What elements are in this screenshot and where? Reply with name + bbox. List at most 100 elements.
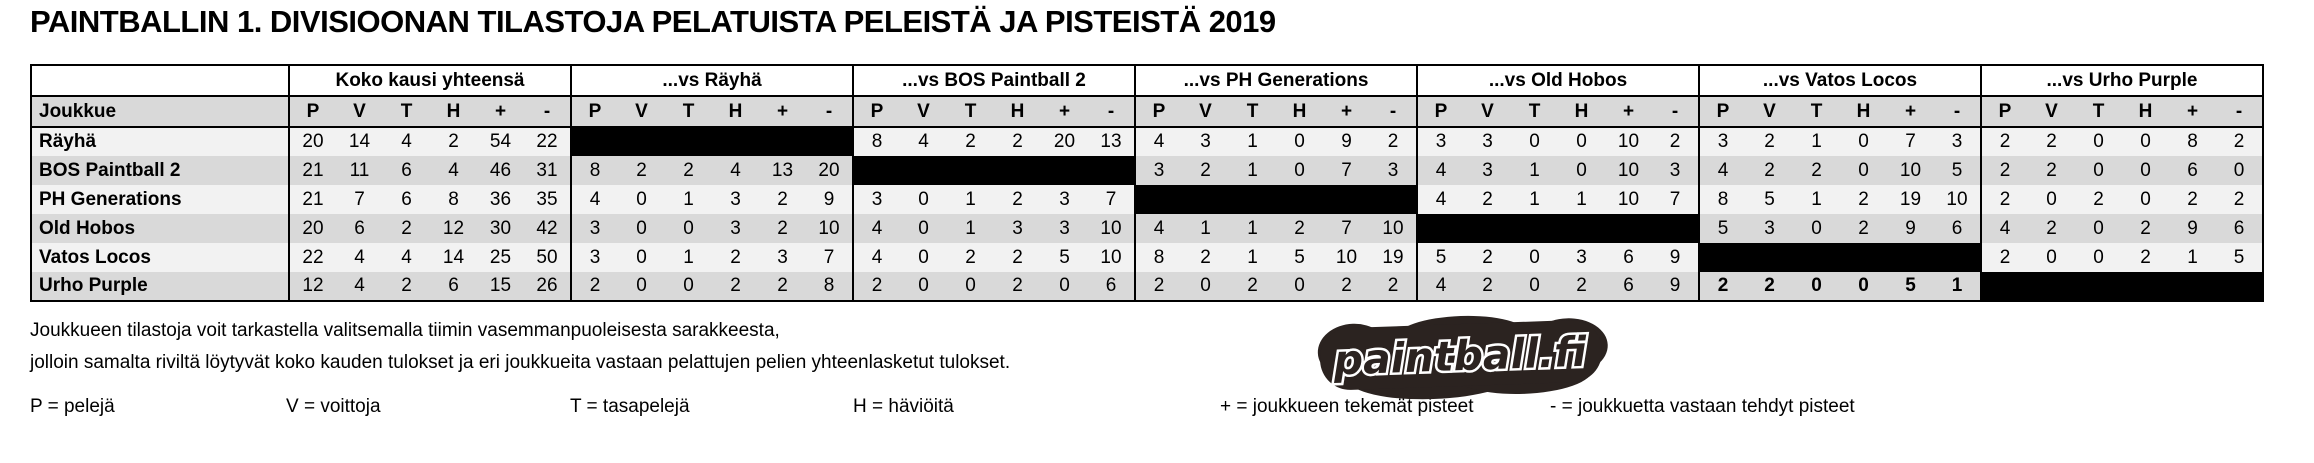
- stat-value-cell: 5: [1887, 272, 1934, 301]
- stat-value-cell: 14: [430, 243, 477, 272]
- stat-value-cell: 4: [383, 243, 430, 272]
- stat-value-cell: 2: [1134, 272, 1182, 301]
- stat-value-cell: 4: [430, 156, 477, 185]
- stat-value-cell: 2: [994, 127, 1041, 156]
- stat-value-cell: 2: [1229, 272, 1276, 301]
- stat-value-cell: 2: [712, 243, 759, 272]
- stat-value-cell: 2: [2122, 214, 2169, 243]
- stat-col-header: -: [1088, 96, 1135, 128]
- stat-value-cell: 9: [806, 185, 853, 214]
- self-match-cell: [570, 127, 853, 156]
- stat-value-cell: 0: [1840, 156, 1887, 185]
- stat-value-cell: 25: [477, 243, 524, 272]
- team-name-cell[interactable]: PH Generations: [31, 185, 289, 214]
- stat-value-cell: 20: [288, 214, 336, 243]
- stat-col-header: T: [383, 96, 430, 128]
- stat-value-cell: 2: [570, 272, 618, 301]
- table-row: Old Hobos 20 6 2 12 30 42 3 0 0 3 2 10 4 0 1 3 3 10 4 1 1 2 7 10…: [31, 214, 2263, 243]
- stat-value-cell: 2: [994, 272, 1041, 301]
- stat-value-cell: 6: [1605, 272, 1652, 301]
- stat-value-cell: 10: [1088, 243, 1135, 272]
- stat-value-cell: 10: [806, 214, 853, 243]
- stat-value-cell: 3: [1464, 127, 1511, 156]
- stat-value-cell: 0: [1793, 272, 1840, 301]
- stat-col-header: V: [618, 96, 665, 128]
- stat-col-header: +: [759, 96, 806, 128]
- group-header-2: ...vs BOS Paintball 2: [852, 65, 1135, 97]
- stat-value-cell: 9: [1652, 243, 1699, 272]
- team-name-cell[interactable]: Vatos Locos: [31, 243, 289, 272]
- stat-value-cell: 21: [288, 185, 336, 214]
- self-match-cell: [1134, 185, 1417, 214]
- team-name-cell[interactable]: Räyhä: [31, 127, 289, 156]
- stat-value-cell: 2: [1980, 185, 2028, 214]
- stat-value-cell: 2: [1980, 127, 2028, 156]
- team-name-cell[interactable]: Old Hobos: [31, 214, 289, 243]
- stat-value-cell: 3: [1934, 127, 1981, 156]
- stat-value-cell: 3: [712, 185, 759, 214]
- stat-col-header: P: [1698, 96, 1746, 128]
- stat-value-cell: 2: [383, 214, 430, 243]
- stat-value-cell: 4: [1698, 156, 1746, 185]
- team-name-cell[interactable]: BOS Paintball 2: [31, 156, 289, 185]
- stat-value-cell: 2: [2122, 243, 2169, 272]
- stat-value-cell: 0: [618, 214, 665, 243]
- stat-value-cell: 9: [1323, 127, 1370, 156]
- stat-value-cell: 2: [2028, 156, 2075, 185]
- team-name-cell[interactable]: Urho Purple: [31, 272, 289, 301]
- stat-value-cell: 0: [900, 185, 947, 214]
- stat-value-cell: 19: [1370, 243, 1417, 272]
- stat-value-cell: 0: [1558, 127, 1605, 156]
- legend-item-3: H = häviöitä: [853, 396, 954, 417]
- stat-value-cell: 10: [1605, 185, 1652, 214]
- stat-col-header: -: [524, 96, 571, 128]
- stat-value-cell: 10: [1605, 127, 1652, 156]
- stat-col-header: H: [1840, 96, 1887, 128]
- stat-value-cell: 2: [2216, 185, 2263, 214]
- stat-col-header: V: [1746, 96, 1793, 128]
- stat-col-header: H: [2122, 96, 2169, 128]
- stat-value-cell: 0: [618, 185, 665, 214]
- stat-col-header: +: [477, 96, 524, 128]
- stat-value-cell: 8: [430, 185, 477, 214]
- stat-value-cell: 8: [1698, 185, 1746, 214]
- stat-value-cell: 2: [383, 272, 430, 301]
- stat-value-cell: 7: [806, 243, 853, 272]
- stat-col-header: P: [852, 96, 900, 128]
- column-header-row: Joukkue P V T H + - P V T H + - P V T H + - P V T H + - P V T H + - P V T…: [31, 96, 2263, 128]
- table-row: Urho Purple 12 4 2 6 15 26 2 0 0 2 2 8 2 0 0 2 0 6 2 0 2 0 2 2 4 2…: [31, 272, 2263, 301]
- stat-value-cell: 1: [1511, 185, 1558, 214]
- team-column-header: Joukkue: [31, 96, 289, 128]
- stat-value-cell: 2: [1793, 156, 1840, 185]
- stat-col-header: -: [2216, 96, 2263, 128]
- stat-value-cell: 0: [2216, 156, 2263, 185]
- stat-value-cell: 0: [900, 272, 947, 301]
- stat-value-cell: 5: [1041, 243, 1088, 272]
- stat-value-cell: 54: [477, 127, 524, 156]
- stat-value-cell: 2: [1652, 127, 1699, 156]
- stat-value-cell: 1: [1793, 185, 1840, 214]
- stat-value-cell: 0: [1041, 272, 1088, 301]
- stat-value-cell: 31: [524, 156, 571, 185]
- stat-col-header: H: [712, 96, 759, 128]
- stat-value-cell: 2: [1464, 272, 1511, 301]
- stat-value-cell: 0: [665, 214, 712, 243]
- paintballfi-logo: paintball.fi: [1312, 306, 1612, 404]
- stat-col-header: V: [900, 96, 947, 128]
- self-match-cell: [1416, 214, 1699, 243]
- stat-col-header: P: [1980, 96, 2028, 128]
- paintballfi-logo-text: paintball.fi: [1332, 328, 1588, 385]
- stat-value-cell: 10: [1934, 185, 1981, 214]
- stat-value-cell: 5: [1698, 214, 1746, 243]
- stat-value-cell: 22: [288, 243, 336, 272]
- stat-value-cell: 10: [1323, 243, 1370, 272]
- stat-col-header: +: [1041, 96, 1088, 128]
- group-header-row: Koko kausi yhteensä ...vs Räyhä ...vs BOS …: [31, 65, 2263, 97]
- stat-value-cell: 3: [1041, 185, 1088, 214]
- stat-col-header: H: [1558, 96, 1605, 128]
- stat-value-cell: 4: [852, 214, 900, 243]
- stat-value-cell: 0: [2028, 243, 2075, 272]
- stat-value-cell: 1: [1511, 156, 1558, 185]
- stat-value-cell: 3: [1134, 156, 1182, 185]
